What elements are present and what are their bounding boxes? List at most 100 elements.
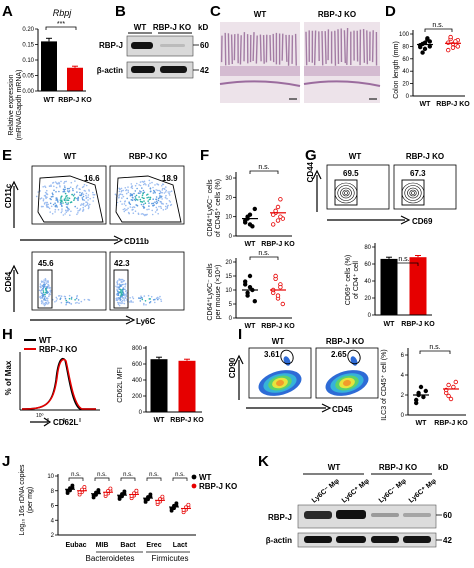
i-tick-label: 0	[401, 413, 405, 419]
d-point	[448, 34, 453, 40]
e-event-dot	[155, 202, 158, 205]
h-bar-ylabel: CD62L MFI	[117, 367, 124, 403]
e-event-dot	[45, 201, 47, 204]
e-event-dot	[116, 201, 119, 204]
e-event-dot	[147, 193, 149, 196]
e-event-dot	[74, 205, 76, 208]
panel-h: WT RBP-J KO % of Max 10⁰ CD62L CD62L MFI…	[4, 336, 204, 427]
e-event-dot	[48, 301, 50, 304]
e-event-dot	[139, 200, 142, 203]
j-significance: n.s.	[123, 472, 133, 478]
e-event-dot	[85, 194, 87, 197]
e-event-dot	[136, 187, 138, 190]
e-event-dot	[52, 203, 55, 206]
e-event-dot	[57, 208, 60, 211]
e-event-dot	[43, 304, 46, 307]
j-point	[186, 502, 191, 507]
e-event-dot	[142, 203, 145, 206]
e-event-dot	[44, 280, 47, 282]
f-bottom-point	[247, 273, 253, 279]
e-event-dot	[72, 194, 75, 197]
panel-label-h: H	[2, 326, 13, 343]
e-event-dot	[164, 208, 167, 210]
e-event-dot	[60, 180, 62, 183]
e-event-dot	[50, 185, 52, 187]
e-event-dot	[70, 181, 73, 184]
f-top-tick-label: 10	[225, 215, 232, 221]
e-event-dot	[50, 196, 53, 198]
e-event-dot	[146, 196, 148, 199]
g-xlabel: CD69	[412, 217, 433, 226]
e-event-dot	[68, 294, 71, 297]
e-event-dot	[126, 208, 128, 211]
e-event-dot	[129, 297, 131, 299]
e-event-dot	[52, 193, 54, 196]
f-bottom-tick-label: 0	[229, 316, 233, 322]
d-significance: n.s.	[432, 22, 443, 29]
e-event-dot	[62, 190, 64, 193]
e-event-dot	[148, 196, 150, 199]
f-top-point	[245, 214, 250, 219]
c-crypt	[285, 34, 288, 62]
e-event-dot	[140, 191, 142, 193]
e-event-dot	[44, 194, 47, 197]
e-event-dot	[42, 284, 45, 286]
e-event-dot	[118, 197, 120, 199]
e-event-dot	[138, 297, 140, 299]
d-point	[418, 42, 423, 48]
e-event-dot	[119, 296, 122, 299]
e-event-dot	[152, 202, 155, 205]
h-legend-wt: WT	[39, 336, 52, 345]
j-ylabel-2: (per mg)	[27, 487, 34, 513]
e-event-dot	[147, 185, 150, 187]
e-event-dot	[58, 190, 60, 193]
e-event-dot	[41, 205, 43, 208]
e-bottom-xlabel: Ly6C	[136, 317, 155, 326]
h-xtick: 10⁰	[36, 413, 44, 419]
e-event-dot	[141, 201, 144, 203]
e-event-dot	[157, 212, 159, 215]
i-tick-label: 4	[401, 373, 405, 379]
i-point	[414, 400, 419, 406]
e-bottom-ylabel: CD64	[4, 271, 13, 292]
c-crypt	[239, 35, 242, 65]
e-event-dot	[157, 199, 160, 202]
h-tick-label: 200	[132, 394, 143, 400]
e-event-dot	[48, 295, 50, 298]
c-crypt	[294, 33, 297, 66]
h-xlabel-ko: RBP-J KO	[170, 417, 204, 424]
j-sig-bracket	[172, 477, 188, 481]
e-event-dot	[39, 198, 42, 200]
a-xlabel-ko: RBP-J KO	[58, 97, 92, 104]
i-group-wt: WT	[272, 337, 285, 346]
e-event-dot	[142, 181, 145, 183]
e-event-dot	[153, 190, 156, 193]
e-event-dot	[127, 186, 129, 188]
e-event-dot	[57, 295, 60, 297]
j-category-label: Erec	[146, 542, 161, 549]
e-event-dot	[125, 192, 128, 195]
e-event-dot	[123, 300, 126, 302]
e-event-dot	[48, 207, 51, 210]
e-event-dot	[40, 302, 43, 305]
b-kd-60: 60	[200, 41, 209, 50]
e-event-dot	[161, 189, 164, 191]
e-event-dot	[68, 187, 70, 190]
e-event-dot	[135, 204, 137, 206]
g-tick-label: 80	[364, 245, 371, 251]
e-event-dot	[148, 301, 151, 304]
e-event-dot	[39, 190, 41, 192]
e-event-dot	[66, 194, 68, 197]
f-top-tick-label: 0	[229, 234, 233, 240]
b-lane-ko: RBP-J KO	[153, 23, 191, 32]
e-event-dot	[141, 196, 143, 199]
f-bottom-point	[280, 301, 285, 307]
e-event-dot	[56, 197, 58, 199]
e-event-dot	[158, 205, 160, 208]
e-event-dot	[155, 198, 158, 201]
g-contour-ring	[409, 189, 417, 197]
e-event-dot	[121, 291, 124, 293]
e-event-dot	[60, 196, 63, 198]
e-event-dot	[115, 293, 118, 296]
f-top-point	[275, 204, 281, 210]
